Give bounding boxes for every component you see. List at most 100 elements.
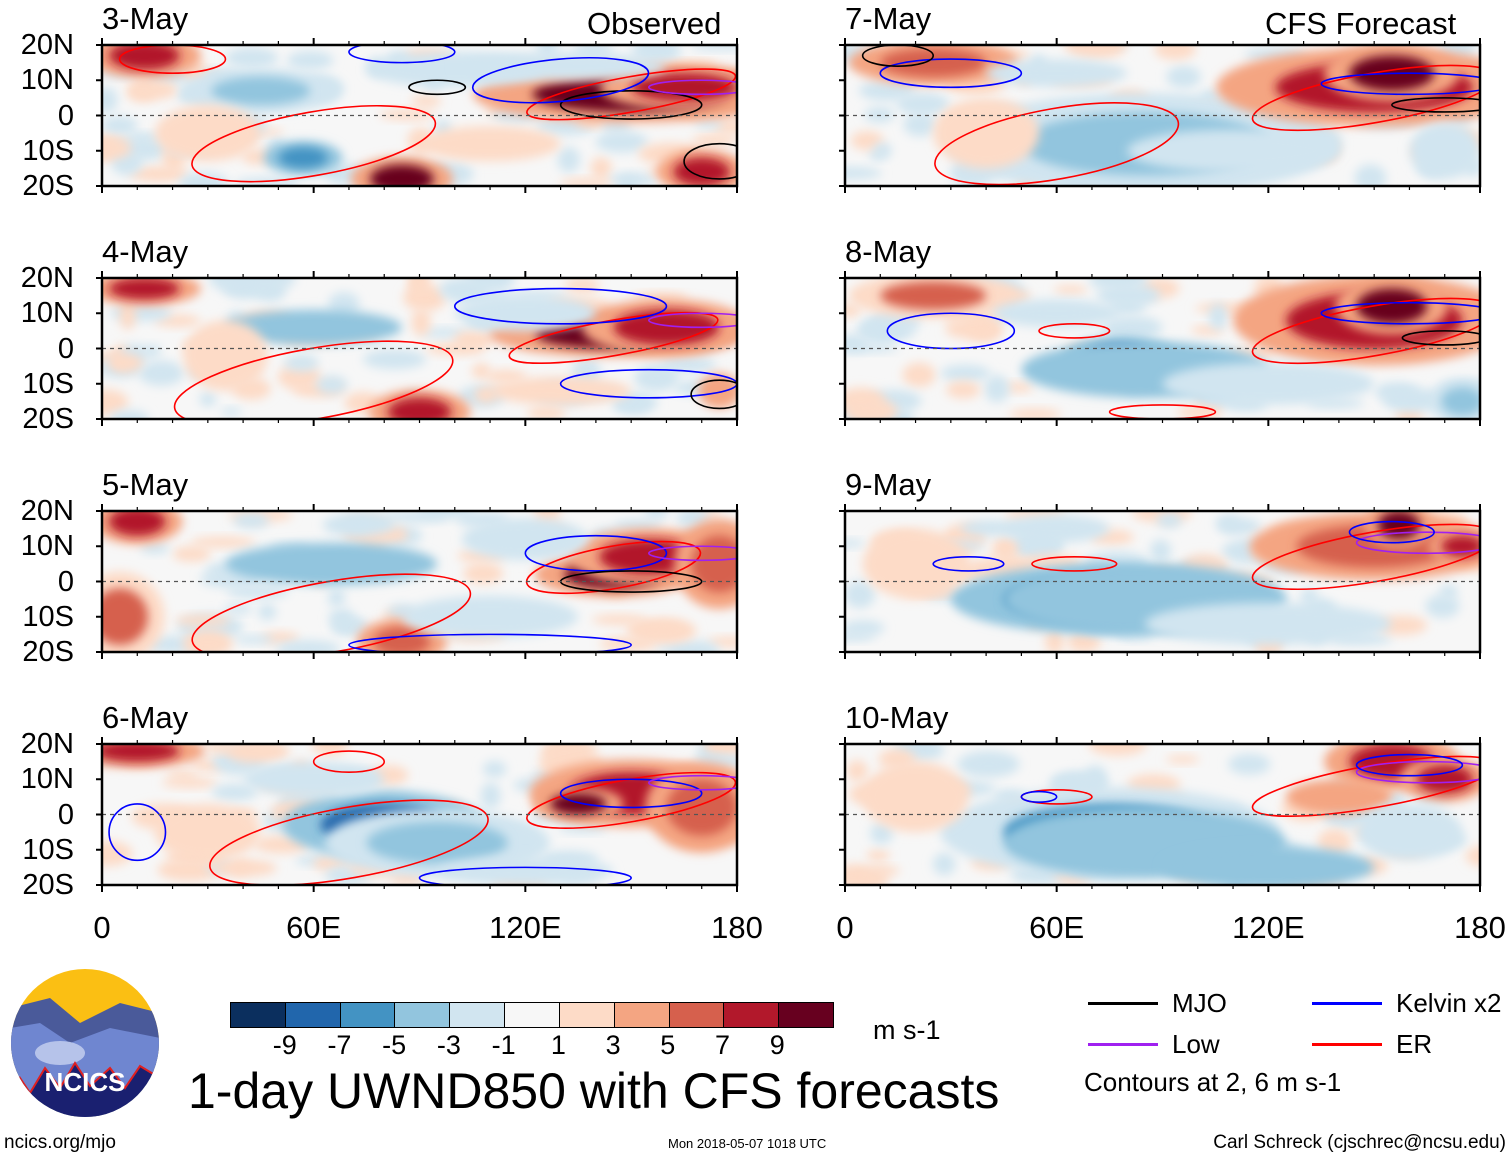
- filtered-contour: [508, 311, 719, 365]
- anomaly-texture: [167, 770, 198, 780]
- figure-title: 1-day UWND850 with CFS forecasts: [188, 1063, 1000, 1119]
- anomaly-texture: [161, 777, 219, 789]
- anomaly-texture: [284, 354, 319, 372]
- filtered-contour: [861, 45, 934, 67]
- map-panel-6-May: [96, 737, 739, 892]
- filtered-contour: [934, 102, 1180, 186]
- anomaly-texture: [140, 542, 170, 554]
- anomaly-texture: [692, 755, 737, 765]
- anomaly-texture: [327, 588, 346, 608]
- panel-date: 7-May: [845, 1, 932, 36]
- wind-anomaly-westerly: [691, 535, 737, 593]
- colorbar-tick-label: -1: [491, 1030, 516, 1060]
- observed-header: Observed: [587, 6, 722, 41]
- lat-tick-label: 10N: [20, 763, 74, 796]
- anomaly-texture: [846, 760, 868, 782]
- anomaly-texture: [595, 131, 649, 153]
- colorbar-swatch: [668, 1003, 724, 1027]
- wind-anomaly-easterly: [986, 59, 1128, 88]
- colorbar-swatch: [504, 1003, 559, 1027]
- lon-tick-label: 120E: [1232, 910, 1305, 945]
- filtered-contour: [118, 45, 227, 74]
- anomaly-texture: [845, 387, 885, 414]
- wind-anomaly-westerly: [1416, 765, 1473, 794]
- anomaly-texture: [845, 863, 874, 885]
- anomaly-texture: [1439, 584, 1458, 600]
- wind-anomaly-easterly: [1441, 387, 1480, 416]
- anomaly-texture: [190, 536, 256, 548]
- colorbar-tick-label: -5: [382, 1030, 407, 1060]
- anomaly-texture: [175, 614, 231, 627]
- anomaly-texture: [668, 640, 721, 652]
- anomaly-texture: [102, 840, 133, 867]
- anomaly-texture: [131, 80, 178, 100]
- anomaly-texture: [109, 304, 172, 322]
- filtered-contour: [312, 750, 386, 773]
- filtered-contour: [559, 778, 703, 809]
- panel-date: 5-May: [102, 467, 189, 502]
- wind-anomaly-westerly: [109, 278, 180, 300]
- anomaly-texture: [178, 172, 229, 186]
- anomaly-texture: [625, 621, 687, 637]
- anomaly-texture: [845, 580, 876, 609]
- anomaly-texture: [1156, 512, 1183, 529]
- anomaly-texture: [484, 369, 527, 383]
- anomaly-texture: [590, 156, 612, 180]
- wind-anomaly-westerly: [387, 397, 452, 419]
- anomaly-texture: [138, 360, 185, 386]
- anomaly-texture: [896, 92, 950, 116]
- anomaly-texture: [1374, 382, 1418, 401]
- map-panel-7-May: [839, 38, 1482, 193]
- legend-line-kelvin-x2: [1312, 1002, 1382, 1005]
- wind-anomaly-westerly: [673, 157, 730, 186]
- filtered-contour: [453, 287, 668, 325]
- wind-anomaly-easterly: [366, 821, 508, 864]
- lat-tick-label: 10S: [22, 600, 74, 633]
- filtered-contour: [209, 799, 489, 885]
- wind-anomaly-westerly: [862, 761, 969, 833]
- colorbar-swatch: [394, 1003, 450, 1027]
- anomaly-texture: [225, 47, 279, 69]
- wind-anomaly-westerly: [698, 373, 737, 409]
- anomaly-texture: [845, 166, 883, 180]
- wind-anomaly-easterly: [1162, 846, 1375, 885]
- anomaly-texture: [231, 278, 297, 291]
- panel-date: 6-May: [102, 700, 189, 735]
- wind-anomaly-westerly: [102, 744, 180, 762]
- anomaly-texture: [690, 45, 737, 51]
- filtered-contour: [648, 79, 737, 96]
- anomaly-texture: [223, 604, 253, 614]
- wind-anomaly-westerly: [183, 320, 268, 391]
- panel-date: 8-May: [845, 234, 932, 269]
- filtered-contour: [932, 556, 1005, 572]
- anomaly-texture: [564, 278, 600, 294]
- anomaly-texture: [557, 146, 581, 173]
- wind-anomaly-westerly: [373, 627, 431, 652]
- lat-tick-label: 10S: [22, 134, 74, 167]
- wind-anomaly-easterly: [1356, 803, 1463, 861]
- lon-tick-label: 60E: [286, 910, 342, 945]
- anomaly-texture: [992, 535, 1019, 563]
- anomaly-texture: [866, 849, 890, 862]
- anomaly-texture: [417, 511, 475, 519]
- anomaly-texture: [845, 620, 885, 636]
- wind-anomaly-westerly: [370, 164, 434, 186]
- anomaly-texture: [322, 514, 373, 536]
- anomaly-texture: [694, 119, 723, 129]
- ncics-logo: NCICS: [11, 969, 159, 1117]
- lon-tick-label: 180: [1454, 910, 1506, 945]
- anomaly-texture: [1088, 278, 1148, 291]
- wind-anomaly-easterly: [1162, 362, 1375, 405]
- anomaly-texture: [858, 80, 916, 102]
- filtered-contour: [408, 79, 467, 96]
- anomaly-texture: [591, 614, 647, 625]
- footer-url[interactable]: ncics.org/mjo: [4, 1132, 116, 1153]
- anomaly-texture: [527, 406, 566, 419]
- colorbar-tick-label: 9: [769, 1030, 785, 1060]
- anomaly-texture: [902, 362, 936, 388]
- lon-tick-label: 120E: [489, 910, 562, 945]
- wind-anomaly-easterly: [225, 542, 438, 586]
- wind-anomaly-westerly: [862, 528, 969, 600]
- anomaly-texture: [559, 178, 614, 186]
- lat-tick-label: 20S: [22, 636, 74, 668]
